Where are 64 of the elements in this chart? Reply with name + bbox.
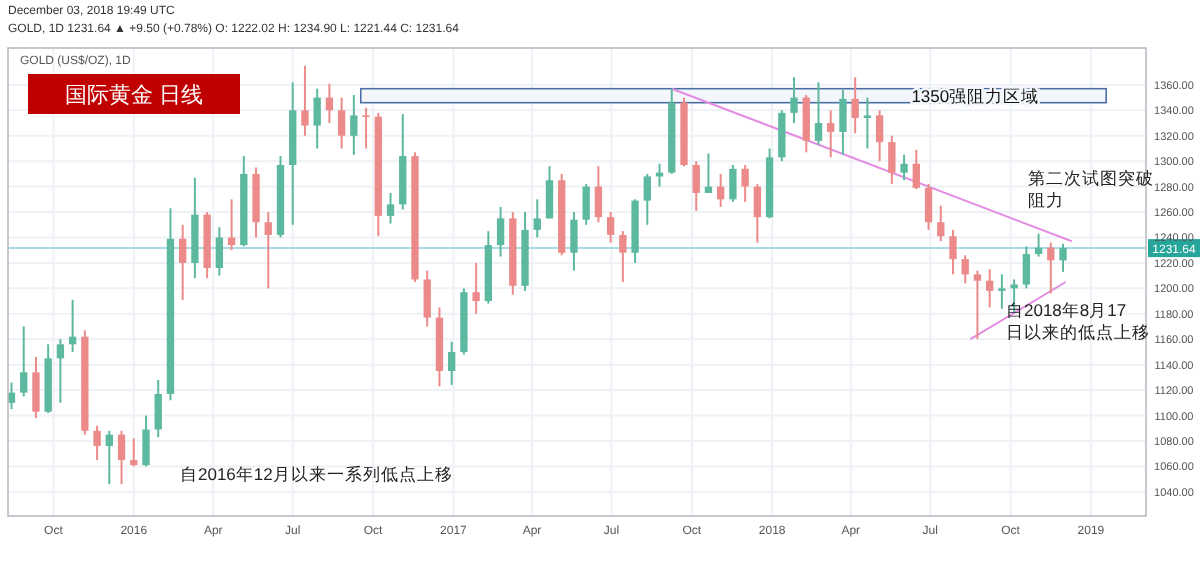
candlestick [32,356,40,420]
text: 国际黄金 日线 [64,82,204,108]
band-label: 1350强阻力区域 [911,85,1040,106]
candlestick [606,211,615,244]
candlestick [337,96,346,150]
candlestick [900,153,908,182]
candlestick [998,273,1006,310]
candlestick [986,268,994,309]
annotation: 自2016年12月以来一系列低点上移 [180,464,453,484]
candlestick [961,254,969,285]
candlestick [582,183,590,226]
annotation: 自2018年8月17日以来的低点上移 [1006,300,1150,342]
candlestick [949,228,957,276]
candlestick [729,164,737,203]
candlestick [301,64,309,137]
candlestick [790,76,798,125]
candlestick [154,378,162,439]
candlestick [325,82,334,125]
candlestick [533,198,541,239]
candlestick [802,94,810,154]
candlestick [692,160,700,212]
candlestick [1047,241,1055,295]
candlestick [741,164,749,203]
candlestick [545,165,554,220]
candlestick [93,424,101,462]
candlestick [350,94,358,156]
candlestick [56,338,65,404]
candlestick [594,165,603,224]
candlestick [753,183,762,244]
candlestick [227,198,236,252]
candlestick [142,414,150,468]
candlestick [496,205,505,258]
candlestick [839,88,847,156]
candlestick [888,134,896,186]
candlestick [472,261,480,315]
candlestick [851,76,859,135]
candlestick [423,269,431,328]
candlestick [117,429,126,486]
candlestick [717,172,725,208]
candlestick [1022,245,1031,290]
candlestick [362,106,370,150]
candlestick [814,81,823,146]
candlestick [937,204,945,243]
candlestick [912,148,920,191]
candlestick [313,87,321,150]
candlestick [619,230,627,283]
candlestick [643,172,651,226]
candlestick [448,340,456,387]
candlestick [1059,242,1067,273]
candlestick [386,191,395,225]
candlestick [924,183,933,231]
candlestick [130,437,138,468]
candlestick [875,109,884,163]
candlestick [179,223,187,301]
annotation: 第二次试图突破阻力 [1028,168,1154,210]
candlestick [570,211,578,272]
candlestick [215,226,224,277]
candlestick [973,269,982,341]
candlestick [264,211,272,290]
candlestick [20,325,28,398]
candlestick [863,96,872,150]
candlestick [778,109,786,163]
candlestick [105,429,113,486]
candlestick [827,109,835,159]
